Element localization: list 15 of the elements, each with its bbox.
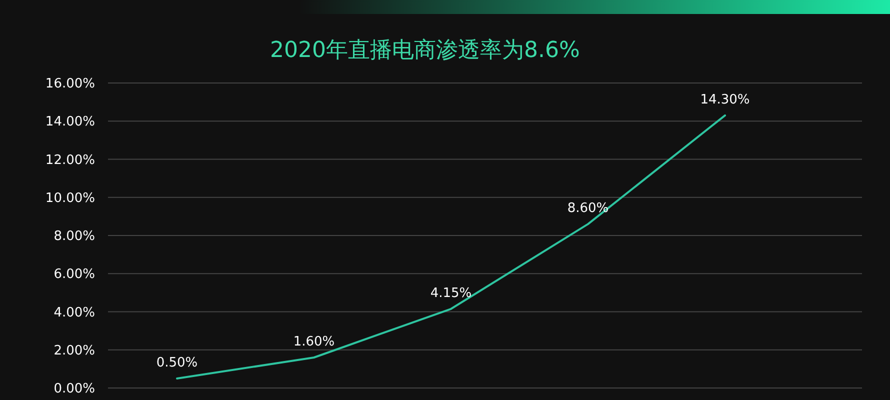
y-tick-label: 8.00% xyxy=(54,229,95,244)
data-label: 1.60% xyxy=(293,334,335,350)
y-tick-label: 10.00% xyxy=(45,190,95,206)
chart-title: 2020年直播电商渗透率为8.6% xyxy=(270,38,580,63)
y-tick-label: 0.00% xyxy=(54,382,95,396)
data-label: 0.50% xyxy=(156,355,198,370)
y-tick-label: 16.00% xyxy=(45,76,95,92)
data-label: 4.15% xyxy=(430,286,472,301)
y-tick-label: 4.00% xyxy=(54,305,95,320)
y-tick-label: 6.00% xyxy=(54,267,95,282)
y-tick-label: 12.00% xyxy=(45,152,95,168)
data-label: 14.30% xyxy=(700,92,750,108)
data-label: 8.60% xyxy=(567,201,609,216)
y-tick-label: 14.00% xyxy=(45,114,95,130)
y-tick-label: 2.00% xyxy=(54,343,95,358)
